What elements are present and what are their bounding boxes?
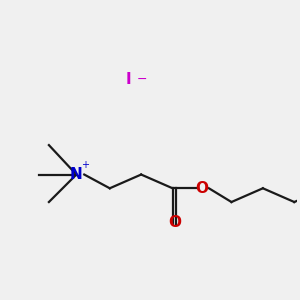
Text: −: − — [137, 73, 147, 86]
Text: O: O — [168, 214, 181, 230]
Text: N: N — [70, 167, 83, 182]
Text: +: + — [81, 160, 89, 170]
Text: O: O — [196, 181, 208, 196]
Text: I: I — [126, 72, 131, 87]
